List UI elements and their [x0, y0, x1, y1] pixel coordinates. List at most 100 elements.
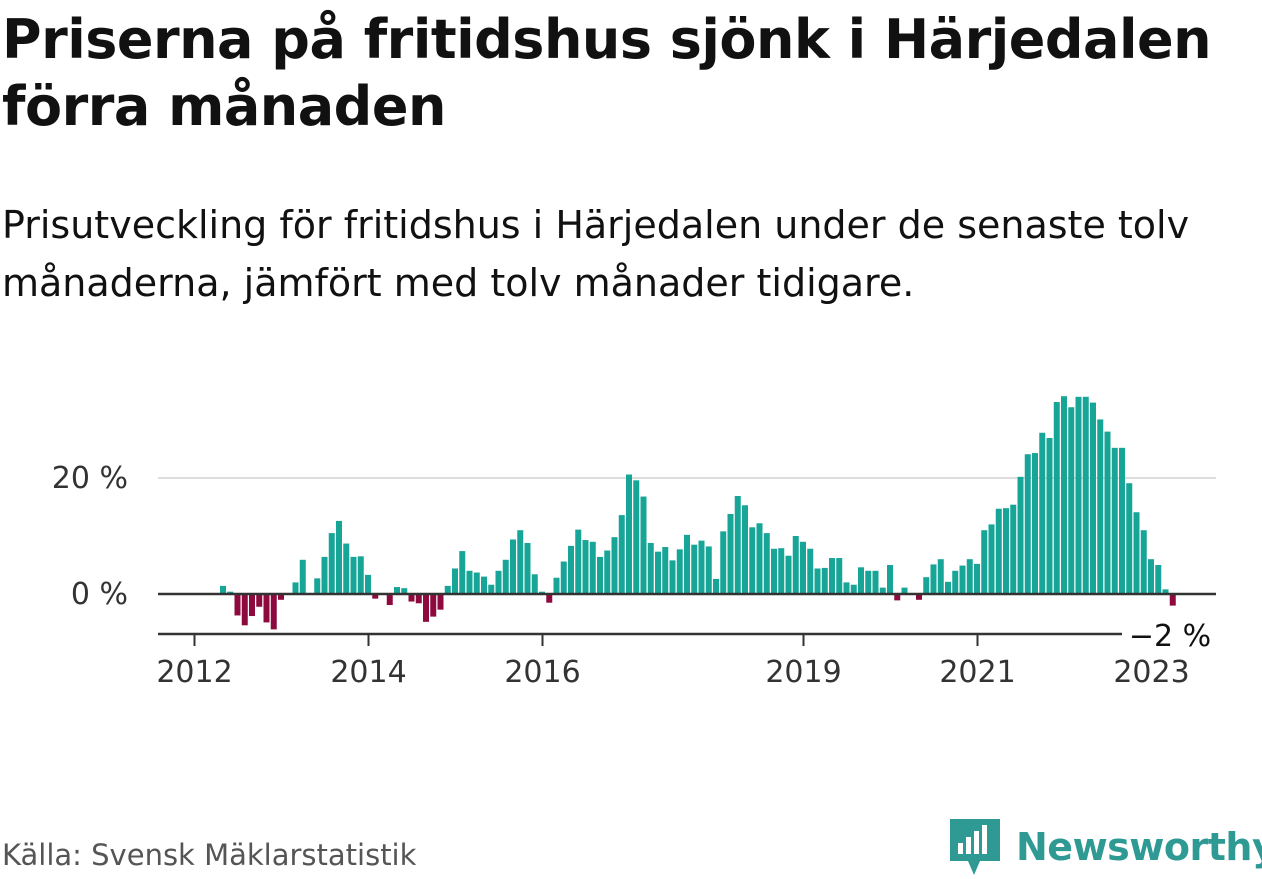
bar	[1046, 437, 1053, 594]
bar	[495, 570, 502, 594]
bar	[415, 594, 422, 604]
bar	[734, 495, 741, 594]
bar	[930, 564, 937, 594]
bar	[488, 584, 495, 594]
bar	[394, 587, 400, 594]
bar	[502, 559, 509, 594]
bar	[1032, 453, 1038, 594]
bar	[270, 594, 277, 630]
bar	[647, 542, 654, 594]
bar	[843, 582, 850, 594]
bar	[524, 542, 531, 594]
bar	[974, 563, 980, 594]
bar	[531, 574, 538, 594]
bar	[1169, 594, 1176, 606]
newsworthy-logo[interactable]: Newsworthy	[950, 817, 1262, 877]
bar	[1039, 432, 1046, 594]
bar	[691, 544, 698, 594]
bar	[988, 524, 995, 594]
bar	[1111, 447, 1118, 594]
chart-subtitle: Prisutveckling för fritidshus i Härjedal…	[2, 203, 1190, 305]
bar	[249, 594, 255, 617]
x-tick-label: 2012	[156, 655, 232, 690]
source-note: Källa: Svensk Mäklarstatistik	[2, 838, 417, 872]
bar	[1119, 447, 1125, 594]
bar	[553, 577, 560, 594]
bar	[1053, 402, 1060, 594]
bar	[423, 594, 429, 622]
bar	[655, 551, 661, 594]
bar	[459, 551, 466, 594]
bar	[713, 578, 719, 594]
bar	[336, 520, 342, 594]
bar	[800, 541, 806, 594]
bar	[1075, 396, 1082, 594]
bar	[517, 530, 524, 594]
bar	[966, 559, 973, 594]
bar-chart: 0 % 20 % 2012 2014 2016 2019 2021 2023−2 %	[52, 396, 1220, 690]
bar	[633, 480, 640, 594]
x-tick-label: 2019	[765, 655, 841, 690]
bar	[727, 513, 734, 594]
chart-title: Priserna på fritidshus sjönk i Härjedale…	[2, 8, 1212, 138]
bar	[640, 496, 647, 594]
bar	[1162, 589, 1169, 594]
bar	[386, 594, 393, 606]
bar	[1082, 396, 1089, 594]
bar	[901, 587, 908, 594]
bar	[452, 568, 458, 594]
bar	[299, 559, 306, 594]
bar	[945, 581, 951, 594]
bar	[894, 594, 901, 601]
bar	[430, 594, 437, 617]
bar	[749, 527, 756, 594]
bar	[1068, 407, 1075, 594]
bar	[220, 585, 226, 594]
bar	[756, 523, 763, 594]
bar	[408, 594, 415, 602]
bar	[887, 565, 893, 594]
bar	[466, 570, 473, 594]
bar	[1024, 454, 1031, 594]
annotation-background	[1122, 617, 1220, 651]
bar	[959, 565, 966, 594]
bar	[510, 539, 516, 594]
bar	[1126, 483, 1133, 594]
bar	[676, 549, 683, 594]
y-tick-label: 20 %	[52, 461, 128, 496]
bar	[1061, 396, 1067, 594]
newsworthy-logo-icon	[950, 819, 1000, 875]
bar	[560, 561, 567, 594]
bar	[546, 594, 553, 603]
bar	[669, 560, 676, 594]
bar	[343, 543, 350, 594]
bar	[314, 578, 321, 594]
bar	[582, 540, 589, 594]
bar	[995, 508, 1002, 594]
bar	[444, 585, 451, 594]
bar	[705, 546, 712, 594]
bar	[1133, 512, 1140, 594]
bar	[814, 568, 821, 594]
last-value-annotation: −2 %	[1129, 619, 1211, 654]
bar	[372, 594, 379, 599]
bar	[589, 541, 596, 594]
bar	[952, 570, 959, 594]
bar	[821, 567, 828, 594]
newsworthy-logo-text: Newsworthy	[1016, 825, 1262, 869]
bar	[357, 556, 364, 594]
x-tick-label: 2016	[504, 655, 580, 690]
bar	[1017, 476, 1024, 594]
bar	[865, 570, 872, 594]
bar	[328, 533, 335, 594]
bar	[879, 587, 886, 594]
bar	[662, 547, 669, 594]
x-tick-label: 2021	[939, 655, 1015, 690]
bar	[611, 537, 618, 594]
bar	[720, 531, 727, 594]
bar	[263, 594, 270, 623]
bar	[916, 594, 922, 600]
bar	[350, 556, 357, 594]
bar	[604, 550, 611, 594]
y-tick-label: 0 %	[71, 577, 128, 612]
